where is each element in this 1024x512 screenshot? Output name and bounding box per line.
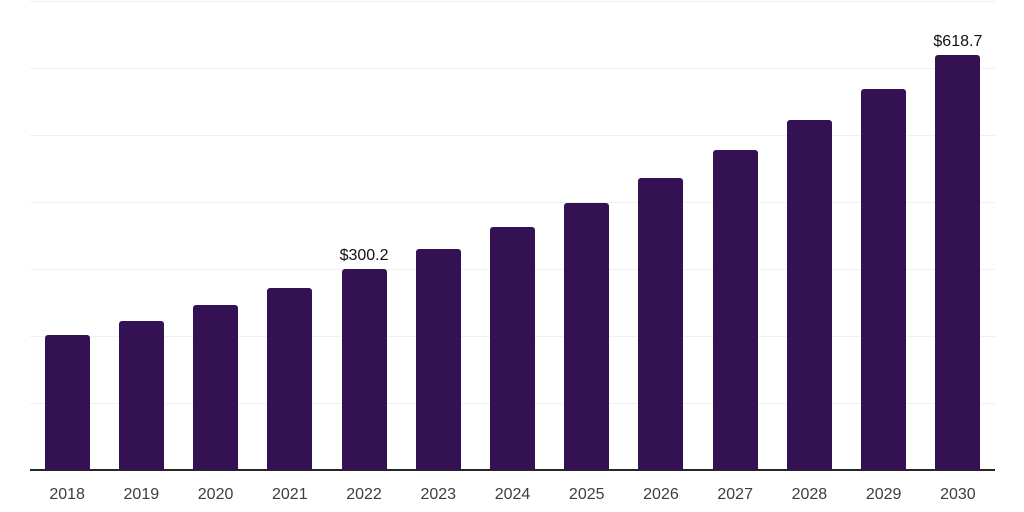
x-tick-2022: 2022 [346, 486, 382, 503]
x-tick-2021: 2021 [272, 486, 308, 503]
x-tick-2020: 2020 [197, 486, 234, 503]
bar-2020 [193, 304, 239, 470]
bar-2022 [341, 268, 387, 470]
x-tick-2024: 2024 [494, 486, 531, 503]
bar-2029 [861, 89, 907, 470]
gridline-400 [30, 202, 995, 203]
value-label-2030: $618.7 [933, 33, 983, 51]
bar-2024 [490, 227, 535, 470]
gridline-600 [30, 68, 995, 69]
x-tick-2030: 2030 [940, 486, 976, 503]
x-tick-2023: 2023 [420, 486, 457, 503]
bar-2021 [267, 287, 313, 470]
bar-2023 [415, 248, 461, 470]
x-tick-2019: 2019 [123, 486, 160, 503]
x-tick-2018: 2018 [49, 486, 85, 503]
bar-2027 [712, 149, 758, 470]
bar-2019 [118, 320, 164, 470]
bar-2025 [564, 202, 610, 470]
x-tick-2029: 2029 [865, 486, 902, 503]
bar-2028 [786, 120, 832, 470]
x-axis-line [30, 469, 995, 471]
gridline-700 [30, 1, 995, 2]
gridline-500 [30, 135, 995, 136]
bar-2030 [935, 55, 981, 470]
x-tick-2025: 2025 [568, 486, 605, 503]
x-tick-2026: 2026 [643, 486, 679, 503]
x-tick-2027: 2027 [717, 486, 753, 503]
value-label-2022: $300.2 [339, 246, 389, 264]
bar-2026 [638, 177, 684, 470]
x-tick-2028: 2028 [791, 486, 828, 503]
bar-2018 [44, 334, 90, 470]
